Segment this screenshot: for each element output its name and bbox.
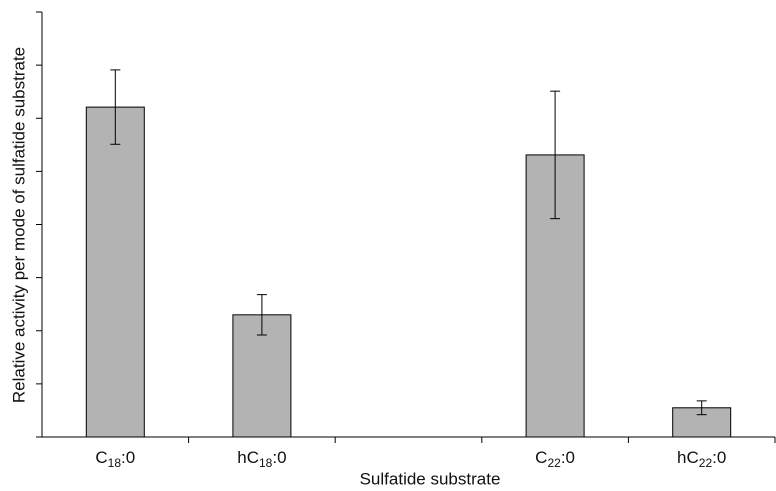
- y-axis-title: Relative activity per mode of sulfatide …: [9, 47, 28, 403]
- x-tick-label: hC22:0: [677, 448, 726, 470]
- error-bar: [256, 294, 267, 336]
- x-tick-label: C18:0: [95, 448, 135, 470]
- bar: [85, 106, 145, 438]
- x-tick-label: hC18:0: [237, 448, 286, 470]
- x-axis-title: Sulfatide substrate: [360, 469, 501, 488]
- error-bar: [696, 400, 707, 416]
- error-bar: [110, 69, 121, 145]
- error-bar: [550, 90, 561, 220]
- x-tick-label: C22:0: [535, 448, 575, 470]
